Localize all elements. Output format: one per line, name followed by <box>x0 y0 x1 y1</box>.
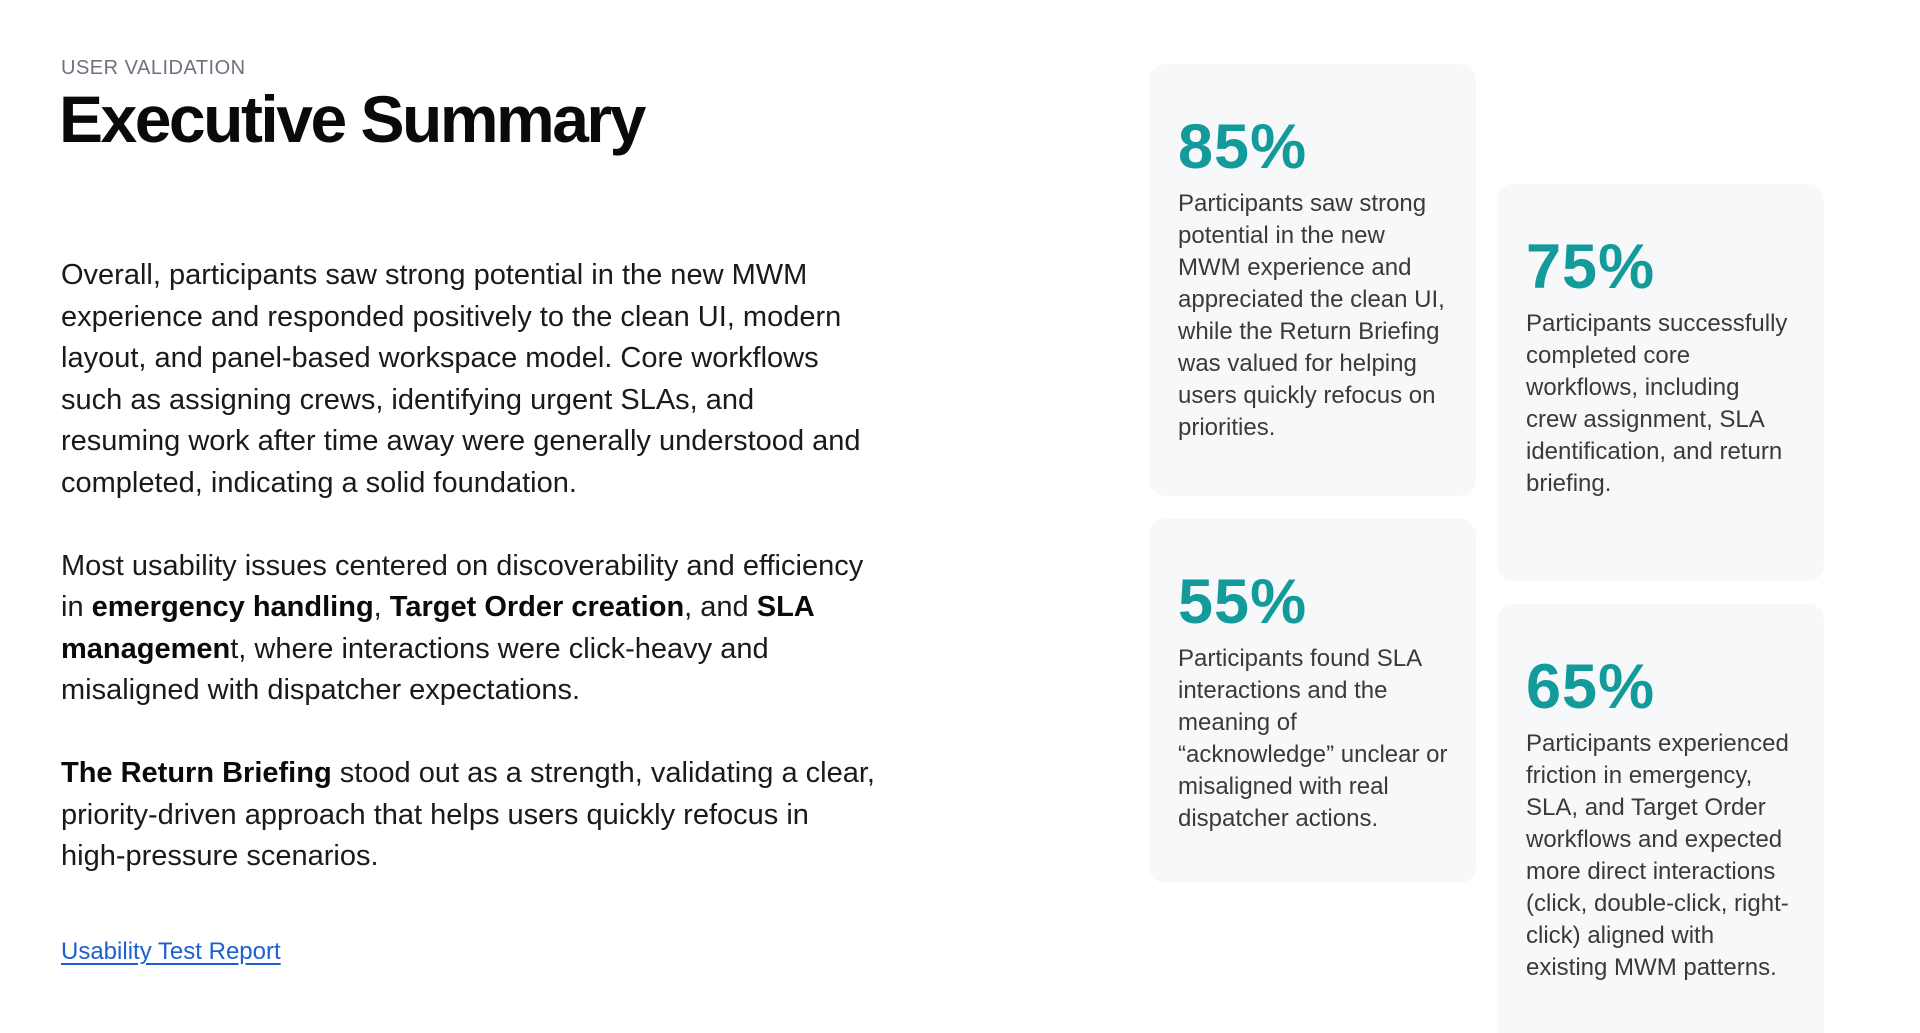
paragraph-3-rest: stood out as a strength, validating a cl… <box>61 757 875 872</box>
stat-description: Participants experienced friction in eme… <box>1526 730 1789 982</box>
stat-value: 65% <box>1526 652 1656 722</box>
stat-description: Participants saw strong potential in the… <box>1178 190 1445 442</box>
emphasis-sla-management: SLA managemen <box>61 591 814 665</box>
stat-card-75: 75% Participants successfully completed … <box>1497 184 1824 581</box>
stat-value: 85% <box>1178 112 1308 182</box>
paragraph-2-outro: t, where interactions were click-heavy a… <box>61 632 769 707</box>
stat-description: Participants found SLA interactions and … <box>1178 645 1448 833</box>
summary-paragraph-3: The Return Briefing stood out as a stren… <box>61 753 881 878</box>
emphasis-target-order-creation: Target Order creation <box>389 591 685 623</box>
usability-test-report-link[interactable]: Usability Test Report <box>61 938 281 965</box>
emphasis-emergency-handling: emergency handling <box>91 591 374 623</box>
stat-card-85: 85% Participants saw strong potential in… <box>1149 64 1476 496</box>
paragraph-2-separator-1: , <box>373 591 390 623</box>
stat-value: 75% <box>1526 232 1656 302</box>
stat-value: 55% <box>1178 567 1308 637</box>
paragraph-2-intro: Most usability issues centered on discov… <box>61 549 864 624</box>
section-eyebrow: USER VALIDATION <box>61 57 246 79</box>
summary-body: Overall, participants saw strong potenti… <box>61 255 881 919</box>
summary-paragraph-1: Overall, participants saw strong potenti… <box>61 259 861 499</box>
stat-card-55: 55% Participants found SLA interactions … <box>1149 519 1476 883</box>
emphasis-return-briefing: The Return Briefing <box>61 757 332 789</box>
paragraph-2-separator-2: , and <box>684 591 757 623</box>
summary-paragraph-2: Most usability issues centered on discov… <box>61 546 881 712</box>
stat-card-65: 65% Participants experienced friction in… <box>1497 604 1824 1033</box>
stat-description: Participants successfully completed core… <box>1526 310 1788 498</box>
page-title: Executive Summary <box>59 82 646 156</box>
